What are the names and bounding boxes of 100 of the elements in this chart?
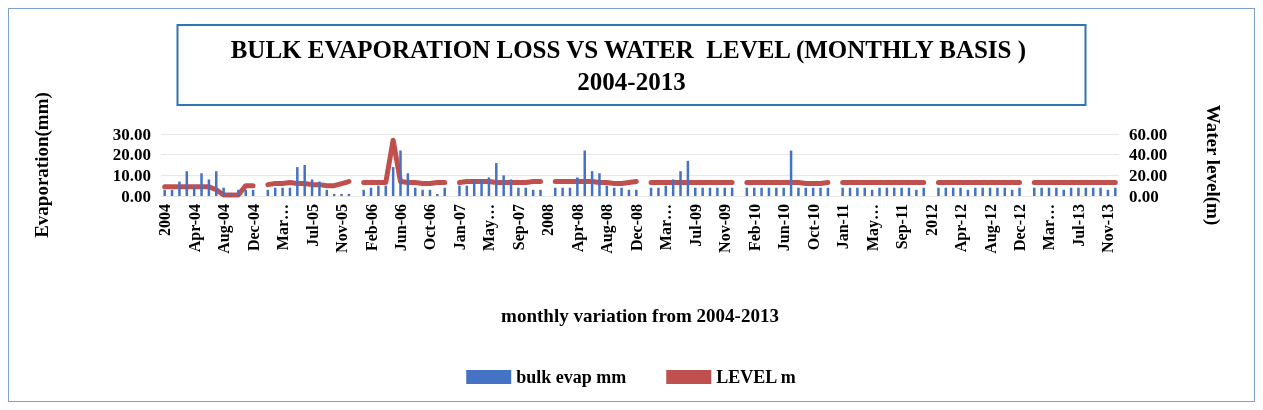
x-tick-label: Oct-06	[421, 204, 439, 251]
bar	[598, 173, 601, 196]
bar	[760, 187, 763, 196]
chart-title: BULK EVAPORATION LOSS VS WATER LEVEL (MONTHLY BASIS ) 2004-2013	[230, 35, 1033, 95]
bar	[222, 187, 225, 196]
x-tick-label: May…	[480, 204, 499, 252]
bar	[296, 167, 299, 196]
x-tick-label: 2008	[539, 204, 557, 236]
x-tick-label: Jun-06	[392, 204, 409, 252]
y-axis-title: Evaporation(mm)	[31, 92, 53, 238]
x-tick-label: Sep-07	[509, 204, 528, 251]
x-tick-label: Jun-10	[775, 204, 793, 252]
x-tick-label: Dec-08	[627, 204, 645, 252]
bar	[502, 175, 505, 196]
x-tick-label: 2004	[156, 204, 174, 236]
bar	[495, 162, 498, 196]
y-tick-label: 30.00	[112, 124, 151, 144]
bar	[318, 181, 321, 196]
bar	[922, 187, 925, 196]
x-tick-label: Dec-04	[244, 204, 262, 252]
x-tick-label: Jul-13	[1069, 204, 1087, 247]
bar	[244, 189, 247, 196]
bar	[841, 187, 844, 196]
x-tick-label: Dec-12	[1011, 204, 1029, 252]
x-tick-label: Jul-05	[303, 204, 321, 247]
y-tick-label: 10.00	[112, 165, 151, 185]
x-tick-label: Mar…	[274, 204, 292, 251]
legend-label: LEVEL m	[716, 367, 796, 387]
x-axis-title: monthly variation from 2004-2013	[501, 305, 779, 326]
x-tick-label: Jan-11	[834, 204, 852, 250]
bar	[819, 187, 822, 196]
x-tick-label: Nov-13	[1099, 204, 1117, 253]
bar	[200, 173, 203, 196]
bar	[620, 187, 623, 196]
bar	[701, 187, 704, 196]
bar	[716, 187, 719, 196]
bar	[782, 187, 785, 196]
bar	[178, 181, 181, 196]
bar	[421, 189, 424, 196]
bar	[303, 165, 306, 196]
bar	[561, 187, 564, 196]
bar	[554, 187, 557, 196]
x-tick-label: Aug-08	[598, 204, 617, 254]
bar	[1114, 187, 1117, 196]
bar	[915, 189, 918, 196]
x-tick-label: Mar…	[657, 204, 675, 251]
x-tick-label: Aug-12	[981, 204, 1000, 254]
bar	[399, 150, 402, 196]
bar	[340, 193, 343, 196]
bar	[856, 187, 859, 196]
y-tick-label: 20.00	[112, 145, 151, 165]
x-tick-label: Apr-12	[952, 204, 971, 253]
bar	[679, 171, 682, 196]
y2-tick-label: 20.00	[1129, 165, 1168, 185]
bar	[797, 187, 800, 196]
bar	[237, 189, 240, 196]
bar	[959, 187, 962, 196]
bar	[1018, 187, 1021, 196]
x-tick-label: Jul-09	[686, 204, 704, 247]
bar	[163, 189, 166, 196]
x-tick-label: Jan-07	[450, 204, 468, 251]
bar	[694, 187, 697, 196]
bar	[362, 189, 365, 196]
bar	[539, 189, 542, 196]
x-tick-label: 2012	[922, 204, 940, 236]
y2-tick-label: 0.00	[1129, 186, 1159, 206]
x-tick-label: Nov-09	[716, 204, 734, 253]
x-tick-label: Mar…	[1040, 204, 1058, 251]
bar	[215, 171, 218, 196]
x-tick-label: Apr-04	[185, 204, 204, 253]
x-tick-label: Sep-11	[893, 204, 912, 250]
bar	[635, 189, 638, 196]
bar	[878, 187, 881, 196]
x-tick-label: Aug-04	[215, 204, 234, 254]
y2-axis-title: Water level(m)	[1202, 104, 1224, 226]
bar	[937, 187, 940, 196]
x-tick-label: Nov-05	[333, 204, 351, 253]
x-tick-label: May…	[863, 204, 882, 252]
bar	[1040, 187, 1043, 196]
bar	[657, 187, 660, 196]
x-tick-label: Apr-08	[568, 204, 587, 253]
bar	[996, 187, 999, 196]
y-tick-label: 0.00	[121, 186, 151, 206]
x-tick-label: Oct-10	[804, 204, 822, 251]
bar	[1062, 189, 1065, 196]
y2-tick-label: 40.00	[1129, 145, 1168, 165]
bar	[443, 187, 446, 196]
bar	[723, 187, 726, 196]
legend-label: bulk evap mm	[516, 367, 627, 387]
bar	[1077, 187, 1080, 196]
bar	[458, 185, 461, 196]
bar	[981, 187, 984, 196]
y2-tick-label: 60.00	[1129, 124, 1168, 144]
bar	[1099, 187, 1102, 196]
bar	[576, 177, 579, 196]
bar	[583, 150, 586, 196]
bar	[775, 187, 778, 196]
bar	[1055, 187, 1058, 196]
bar	[480, 179, 483, 196]
bar	[974, 187, 977, 196]
